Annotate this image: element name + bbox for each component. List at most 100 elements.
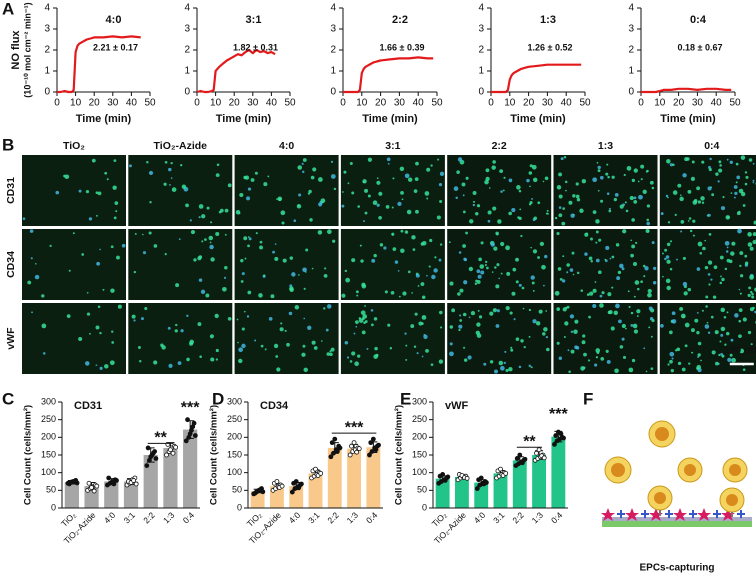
- cell-spot: [505, 368, 509, 373]
- y-tick-label: 1: [478, 66, 484, 77]
- cell-spot: [496, 233, 499, 236]
- cell-spot: [562, 207, 565, 210]
- cell-spot: [86, 312, 91, 316]
- scale-bar-label: 100 μm: [724, 344, 756, 356]
- cell-spot: [485, 168, 490, 173]
- cell-spot: [351, 258, 356, 263]
- y-tick-label: 3: [184, 24, 190, 35]
- cell-spot: [676, 347, 681, 352]
- cell-spot: [502, 189, 505, 192]
- cell-spot: [387, 162, 390, 165]
- cell-spot: [332, 239, 336, 243]
- cell-spot: [667, 221, 671, 224]
- cell-spot: [595, 230, 599, 234]
- cell-spot: [178, 238, 181, 241]
- cell-spot: [102, 288, 105, 291]
- x-tick-label: 3:1: [491, 510, 507, 526]
- ligands: [601, 508, 735, 521]
- data-point: [183, 438, 189, 444]
- cell-spot: [329, 350, 332, 353]
- row-label: CD31: [5, 177, 17, 204]
- cell-spot: [522, 307, 525, 310]
- cell-spot: [397, 201, 402, 206]
- cell-spot: [387, 323, 391, 327]
- cell-spot: [189, 219, 192, 222]
- cell-spot: [719, 164, 722, 167]
- crosslinks: [617, 510, 745, 518]
- cell-spot: [95, 325, 100, 330]
- cell-spot: [528, 335, 531, 338]
- micrograph: [659, 303, 756, 374]
- cell-spot: [571, 251, 575, 255]
- cell-spot: [584, 252, 588, 256]
- cell-spot: [439, 310, 443, 315]
- cell-spot: [298, 193, 302, 197]
- cell-spot: [260, 344, 264, 348]
- cell-spot: [599, 303, 604, 308]
- cell-spot: [209, 244, 214, 250]
- cell-spot: [528, 308, 532, 312]
- x-tick-label: 4:0: [102, 510, 118, 526]
- cell-spot: [167, 326, 171, 330]
- cell-spot: [215, 231, 220, 237]
- cell-spot: [467, 355, 472, 360]
- y-axis-label: Cell Count (cells/mm²): [394, 405, 405, 505]
- cell-spot: [568, 370, 571, 373]
- cell-spot: [579, 208, 584, 213]
- cell-spot: [30, 257, 33, 260]
- data-point: [111, 481, 117, 487]
- cell-spot: [595, 258, 600, 263]
- cell-spot: [627, 290, 630, 293]
- cell-spot: [284, 329, 287, 332]
- cell-spot: [625, 327, 627, 330]
- cell-spot: [168, 363, 173, 368]
- cell-spot: [722, 196, 725, 199]
- cell-spot: [376, 180, 381, 185]
- cell-spot: [462, 194, 465, 197]
- cell-spot: [312, 167, 317, 172]
- x-tick-label: 0:4: [364, 510, 380, 526]
- y-tick-label: 200: [41, 432, 56, 442]
- cell-spot: [650, 367, 654, 371]
- cell-spot: [738, 288, 741, 291]
- cell-spot: [596, 161, 599, 164]
- cell-spot: [208, 235, 214, 241]
- cell-spot: [280, 322, 283, 325]
- x-tick-label: 40: [413, 98, 425, 109]
- micrographs: TiO₂ TiO₂-Azide 4:0 3:1 2:2 1:3 0:4 CD31 CD34 vWF…: [5, 140, 756, 374]
- cell-spot: [684, 344, 688, 348]
- cell-spot: [86, 291, 89, 294]
- x-tick-label: 2:2: [325, 510, 341, 526]
- cell-spot: [528, 364, 532, 368]
- cell-spot: [363, 321, 366, 325]
- cell-spot: [449, 325, 454, 329]
- cell-spot: [682, 281, 688, 287]
- cell-spot: [545, 310, 548, 312]
- x-tick-label: 20: [375, 98, 387, 109]
- cell-spot: [420, 282, 425, 286]
- cell-spot: [516, 185, 521, 190]
- cell-spot: [723, 315, 727, 319]
- cell-spot: [500, 190, 503, 193]
- data-point: [164, 452, 169, 458]
- cell-spot: [308, 189, 312, 194]
- cell-spot: [563, 336, 566, 339]
- cell-spot: [729, 160, 733, 164]
- row-label: vWF: [5, 327, 17, 350]
- cells: [604, 420, 748, 517]
- cell-spot: [317, 177, 323, 182]
- cell-spot: [684, 157, 689, 162]
- cell-spot: [451, 308, 456, 313]
- cell-spot: [508, 367, 513, 372]
- cell-spot: [615, 243, 620, 247]
- bar: [143, 455, 158, 508]
- cell-spot: [563, 155, 567, 159]
- cell-spot: [374, 346, 378, 351]
- cell-spot: [246, 315, 250, 318]
- cell-spot: [286, 342, 290, 347]
- data-point: [561, 435, 566, 441]
- cell-spot: [280, 210, 286, 216]
- cell-spot: [477, 274, 482, 279]
- cell-spot: [366, 347, 369, 350]
- cell-spot: [518, 365, 522, 369]
